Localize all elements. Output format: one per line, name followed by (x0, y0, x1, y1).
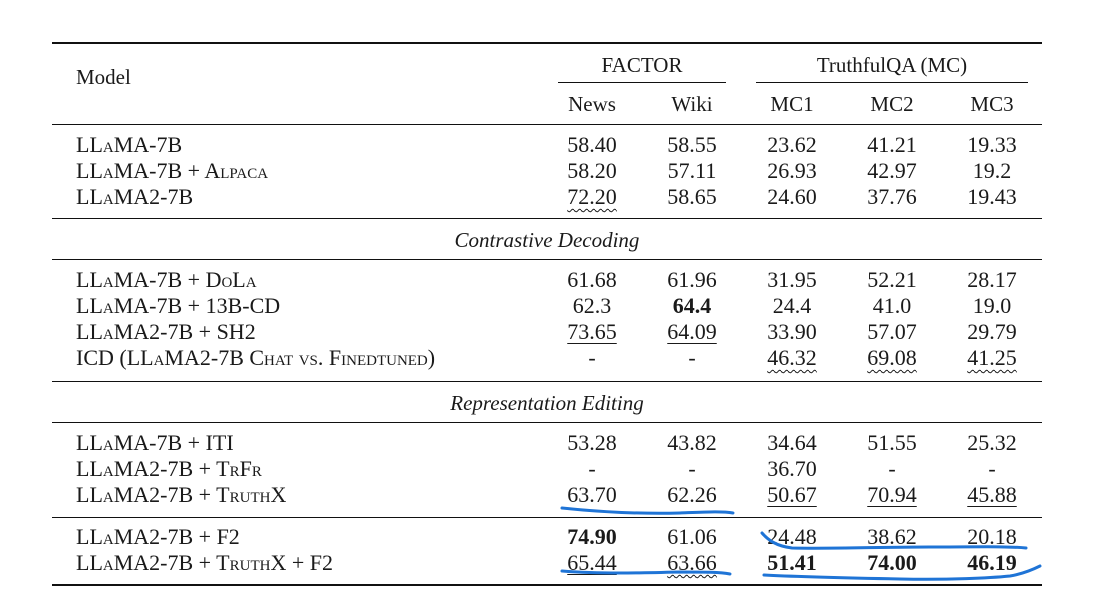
model-name: LLaMA-7B (76, 132, 183, 157)
model-name: LLaMA2-7B + TrFr (76, 456, 262, 481)
cell-mc1: 24.60 (767, 184, 817, 209)
cell-mc3: 41.25 (967, 345, 1017, 370)
cell-mc1: 26.93 (767, 158, 817, 183)
truthfulqa-header: TruthfulQA (MC) (816, 53, 968, 77)
col-mc2-header: MC2 (870, 92, 914, 116)
cell-mc2: 57.07 (867, 319, 917, 344)
cell-mc3: 45.88 (967, 482, 1017, 507)
cell-mc2: 51.55 (867, 430, 917, 455)
cell-mc3: 19.0 (972, 293, 1012, 318)
cell-mc2: - (888, 456, 896, 481)
pen-underline-truthx-factor (560, 506, 735, 515)
cell-mc3: 19.2 (972, 158, 1012, 183)
cell-wiki: 57.11 (667, 158, 717, 183)
section-title-representation-editing: Representation Editing (450, 391, 644, 415)
cell-wiki: 62.26 (667, 482, 717, 507)
cell-news: 72.20 (567, 184, 617, 209)
cell-mc1: 50.67 (767, 482, 817, 507)
cell-news: 53.28 (567, 430, 617, 455)
cell-mc1: 33.90 (767, 319, 817, 344)
cell-mc3: 29.79 (967, 319, 1017, 344)
cell-wiki: 58.65 (667, 184, 717, 209)
cell-mc1: 34.64 (767, 430, 817, 455)
top-rule (52, 42, 1042, 44)
factor-cmidrule (558, 82, 726, 83)
cell-wiki: 61.96 (667, 267, 717, 292)
cell-mc3: - (988, 456, 996, 481)
cell-mc2: 74.00 (867, 550, 917, 575)
model-name: LLaMA-7B + 13B-CD (76, 293, 281, 318)
cell-mc1: 31.95 (767, 267, 817, 292)
cell-mc2: 41.21 (867, 132, 917, 157)
col-news-header: News (568, 92, 616, 116)
cell-news: 58.40 (567, 132, 617, 157)
cell-news: - (588, 345, 596, 370)
cell-news: 62.3 (572, 293, 612, 318)
model-name: LLaMA-7B + DoLa (76, 267, 257, 292)
cell-mc3: 46.19 (967, 550, 1017, 575)
cell-mc2: 38.62 (867, 524, 917, 549)
model-name: LLaMA-7B + Alpaca (76, 158, 269, 183)
factor-header: FACTOR (601, 53, 683, 77)
section-title-contrastive-decoding: Contrastive Decoding (454, 228, 640, 252)
group1-rule (52, 218, 1042, 219)
model-name: LLaMA2-7B + F2 (76, 524, 240, 549)
cell-mc3: 25.32 (967, 430, 1017, 455)
cell-mc2: 41.0 (872, 293, 912, 318)
bottom-rule (52, 584, 1042, 586)
cell-mc2: 42.97 (867, 158, 917, 183)
col-mc1-header: MC1 (770, 92, 814, 116)
model-name: LLaMA2-7B (76, 184, 194, 209)
cell-news: 63.70 (567, 482, 617, 507)
cell-mc1: 51.41 (767, 550, 817, 575)
cell-news: 73.65 (567, 319, 617, 344)
cell-mc2: 69.08 (867, 345, 917, 370)
col-mc3-header: MC3 (970, 92, 1014, 116)
cell-mc1: 24.4 (772, 293, 812, 318)
cell-news: 61.68 (567, 267, 617, 292)
cell-wiki: 63.66 (667, 550, 717, 575)
cell-mc3: 28.17 (967, 267, 1017, 292)
section-representation-rule (52, 422, 1042, 423)
model-name: LLaMA2-7B + SH2 (76, 319, 256, 344)
model-name: LLaMA2-7B + TruthX (76, 482, 287, 507)
model-name: ICD (LLaMA2-7B Chat vs. Finedtuned) (76, 345, 436, 370)
cell-mc2: 52.21 (867, 267, 917, 292)
cell-wiki: - (688, 456, 696, 481)
section-contrastive-rule (52, 259, 1042, 260)
cell-mc3: 19.33 (967, 132, 1017, 157)
cell-news: 74.90 (567, 524, 617, 549)
cell-news: 58.20 (567, 158, 617, 183)
cell-news: 65.44 (567, 550, 617, 575)
cell-mc1: 36.70 (767, 456, 817, 481)
cell-mc2: 37.76 (867, 184, 917, 209)
col-wiki-header: Wiki (671, 92, 713, 116)
model-name: LLaMA-7B + ITI (76, 430, 234, 455)
cell-wiki: 64.4 (672, 293, 712, 318)
cell-wiki: 58.55 (667, 132, 717, 157)
model-header: Model (76, 65, 131, 89)
cell-news: - (588, 456, 596, 481)
model-name: LLaMA2-7B + TruthX + F2 (76, 550, 333, 575)
cell-wiki: 64.09 (667, 319, 717, 344)
header-rule (52, 124, 1042, 125)
cell-mc3: 19.43 (967, 184, 1017, 209)
cell-mc3: 20.18 (967, 524, 1017, 549)
truthfulqa-cmidrule (756, 82, 1028, 83)
group3-rule (52, 517, 1042, 518)
cell-wiki: 61.06 (667, 524, 717, 549)
cell-mc2: 70.94 (867, 482, 917, 507)
cell-wiki: 43.82 (667, 430, 717, 455)
cell-mc1: 24.48 (767, 524, 817, 549)
cell-mc1: 23.62 (767, 132, 817, 157)
group2-rule (52, 381, 1042, 382)
cell-wiki: - (688, 345, 696, 370)
cell-mc1: 46.32 (767, 345, 817, 370)
